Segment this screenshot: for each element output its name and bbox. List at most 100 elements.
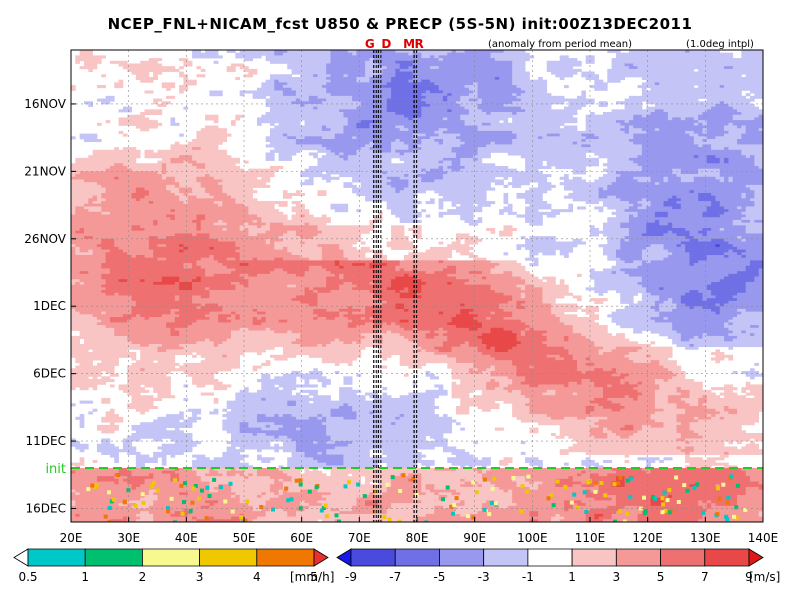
anomaly-cell <box>698 114 734 118</box>
anomaly-cell <box>391 95 426 99</box>
anomaly-cell <box>109 317 132 321</box>
anomaly-cell <box>127 338 206 342</box>
anomaly-cell <box>641 114 647 118</box>
anomaly-cell <box>468 254 478 259</box>
anomaly-cell <box>615 308 656 312</box>
anomaly-cell <box>546 335 565 339</box>
anomaly-cell <box>295 400 310 404</box>
anomaly-cell <box>399 139 422 143</box>
anomaly-cell <box>386 106 422 110</box>
anomaly-cell <box>295 403 344 407</box>
anomaly-cell <box>179 478 202 482</box>
anomaly-cell <box>724 206 738 210</box>
anomaly-cell <box>71 438 76 442</box>
anomaly-cell <box>719 411 729 415</box>
anomaly-cell <box>71 300 137 304</box>
colorbar-label: 5 <box>657 570 665 584</box>
anomaly-cell <box>438 492 452 496</box>
anomaly-cell <box>512 360 578 364</box>
anomaly-cell <box>615 263 643 267</box>
anomaly-cell <box>494 290 543 294</box>
anomaly-cell <box>512 71 530 75</box>
precip-cell <box>122 499 127 504</box>
anomaly-cell <box>698 419 760 423</box>
anomaly-cell <box>659 387 677 391</box>
anomaly-cell <box>248 263 336 267</box>
anomaly-cell <box>308 222 327 226</box>
anomaly-cell <box>594 343 651 348</box>
anomaly-cell <box>728 333 751 337</box>
anomaly-cell <box>71 263 102 267</box>
anomaly-cell <box>481 470 487 474</box>
precip-cell <box>207 494 212 498</box>
anomaly-cell <box>702 144 712 148</box>
anomaly-cell <box>304 500 318 504</box>
anomaly-cell <box>460 217 474 221</box>
colorbar-swatch <box>571 548 617 567</box>
anomaly-cell <box>399 354 414 358</box>
anomaly-cell <box>395 187 405 191</box>
anomaly-cell <box>386 330 392 334</box>
colorbar-swatch <box>256 548 315 567</box>
anomaly-cell <box>256 516 418 520</box>
anomaly-cell <box>183 106 189 110</box>
precip-cell <box>563 484 568 489</box>
anomaly-cell <box>581 470 587 474</box>
anomaly-cell <box>222 427 241 431</box>
anomaly-cell <box>624 381 630 385</box>
anomaly-cell <box>672 308 712 312</box>
anomaly-cell <box>269 486 284 490</box>
anomaly-cell <box>339 109 388 113</box>
anomaly-cell <box>339 287 353 291</box>
anomaly-cell <box>438 260 444 264</box>
anomaly-cell <box>256 219 262 223</box>
anomaly-cell <box>711 106 734 110</box>
precip-cell <box>90 483 95 488</box>
anomaly-cell <box>477 87 522 91</box>
anomaly-cell <box>659 362 677 366</box>
anomaly-cell <box>425 101 457 105</box>
anomaly-cell <box>192 298 292 302</box>
anomaly-cell <box>702 130 708 134</box>
anomaly-cell <box>685 459 716 464</box>
anomaly-cell <box>343 125 357 129</box>
anomaly-cell <box>71 228 80 232</box>
anomaly-cell <box>174 209 249 213</box>
anomaly-cell <box>75 281 81 285</box>
anomaly-cell <box>386 171 426 175</box>
anomaly-cell <box>477 82 513 86</box>
anomaly-cell <box>373 144 392 148</box>
anomaly-cell <box>667 395 690 399</box>
anomaly-cell <box>248 281 327 285</box>
anomaly-cell <box>265 424 271 428</box>
anomaly-cell <box>646 106 712 110</box>
anomaly-cell <box>646 222 660 226</box>
anomaly-cell <box>719 454 729 458</box>
anomaly-cell <box>451 389 474 393</box>
precip-cell <box>284 486 289 491</box>
anomaly-cell <box>460 379 491 383</box>
anomaly-cell <box>585 122 621 126</box>
anomaly-cell <box>170 190 180 194</box>
anomaly-cell <box>235 468 258 472</box>
anomaly-cell <box>148 192 176 196</box>
anomaly-cell <box>442 311 461 315</box>
anomaly-cell <box>564 338 569 342</box>
anomaly-cell <box>512 112 517 116</box>
anomaly-cell <box>615 497 651 501</box>
anomaly-cell <box>179 365 241 369</box>
anomaly-cell <box>577 473 582 477</box>
anomaly-cell <box>693 190 755 194</box>
anomaly-cell <box>79 271 89 275</box>
anomaly-cell <box>300 335 366 339</box>
anomaly-cell <box>222 408 228 412</box>
anomaly-cell <box>628 381 638 385</box>
anomaly-cell <box>728 327 763 331</box>
anomaly-cell <box>633 117 669 121</box>
anomaly-cell <box>503 192 509 196</box>
anomaly-cell <box>92 149 141 153</box>
anomaly-cell <box>421 79 431 83</box>
anomaly-cell <box>352 441 448 445</box>
anomaly-cell <box>512 492 587 496</box>
anomaly-cell <box>339 508 353 512</box>
